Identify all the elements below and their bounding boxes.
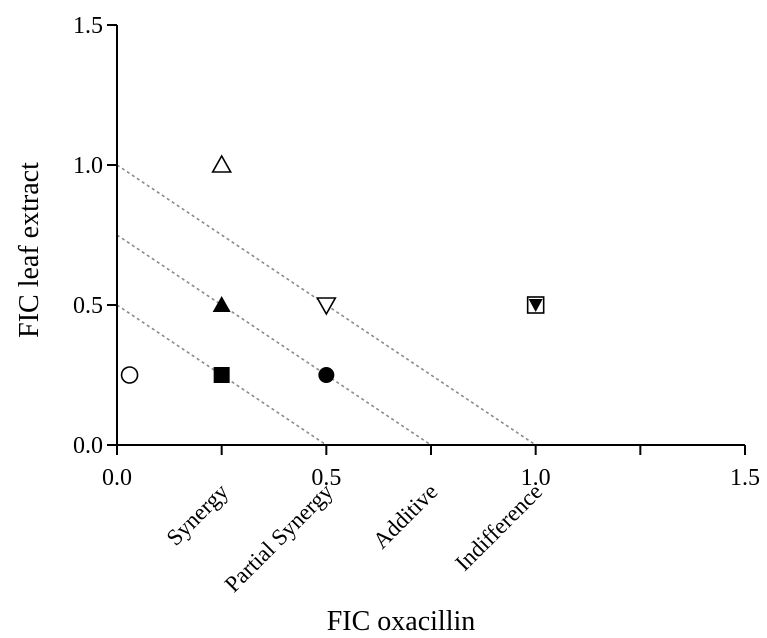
x-tick-label: 1.0 [521, 465, 551, 491]
x-tick-label: 0.0 [102, 465, 132, 491]
reference-lines [116, 164, 537, 446]
data-points [120, 154, 545, 384]
region-label: Partial Synergy [220, 479, 338, 597]
y-tick-label: 0.5 [73, 293, 103, 319]
x-axis-title: FIC oxacillin [327, 606, 476, 637]
point-triangle-down-filled [528, 299, 543, 312]
region-label: Additive [368, 479, 443, 554]
region-label: Indifference [450, 479, 547, 576]
y-tick-label: 1.0 [73, 153, 103, 179]
y-tick-label: 0.0 [73, 433, 103, 459]
x-ticks: 0.0 0.5 1.0 1.5 [102, 445, 760, 491]
x-tick-label: 1.5 [730, 465, 760, 491]
reference-line [116, 234, 432, 446]
y-axis-title: FIC leaf extract [14, 162, 45, 338]
axes [116, 25, 745, 446]
point-circle-open [120, 366, 139, 384]
y-tick-label: 1.5 [73, 13, 103, 39]
y-ticks: 0.0 0.5 1.0 1.5 [73, 13, 117, 459]
point-triangle-down-open [315, 297, 337, 316]
point-square-filled [213, 367, 230, 383]
point-triangle-up-filled [212, 296, 231, 312]
point-triangle-up-open [211, 154, 233, 173]
x-tick-label: 0.5 [311, 465, 341, 491]
point-circle-filled [318, 367, 335, 383]
region-label: Synergy [162, 479, 234, 551]
